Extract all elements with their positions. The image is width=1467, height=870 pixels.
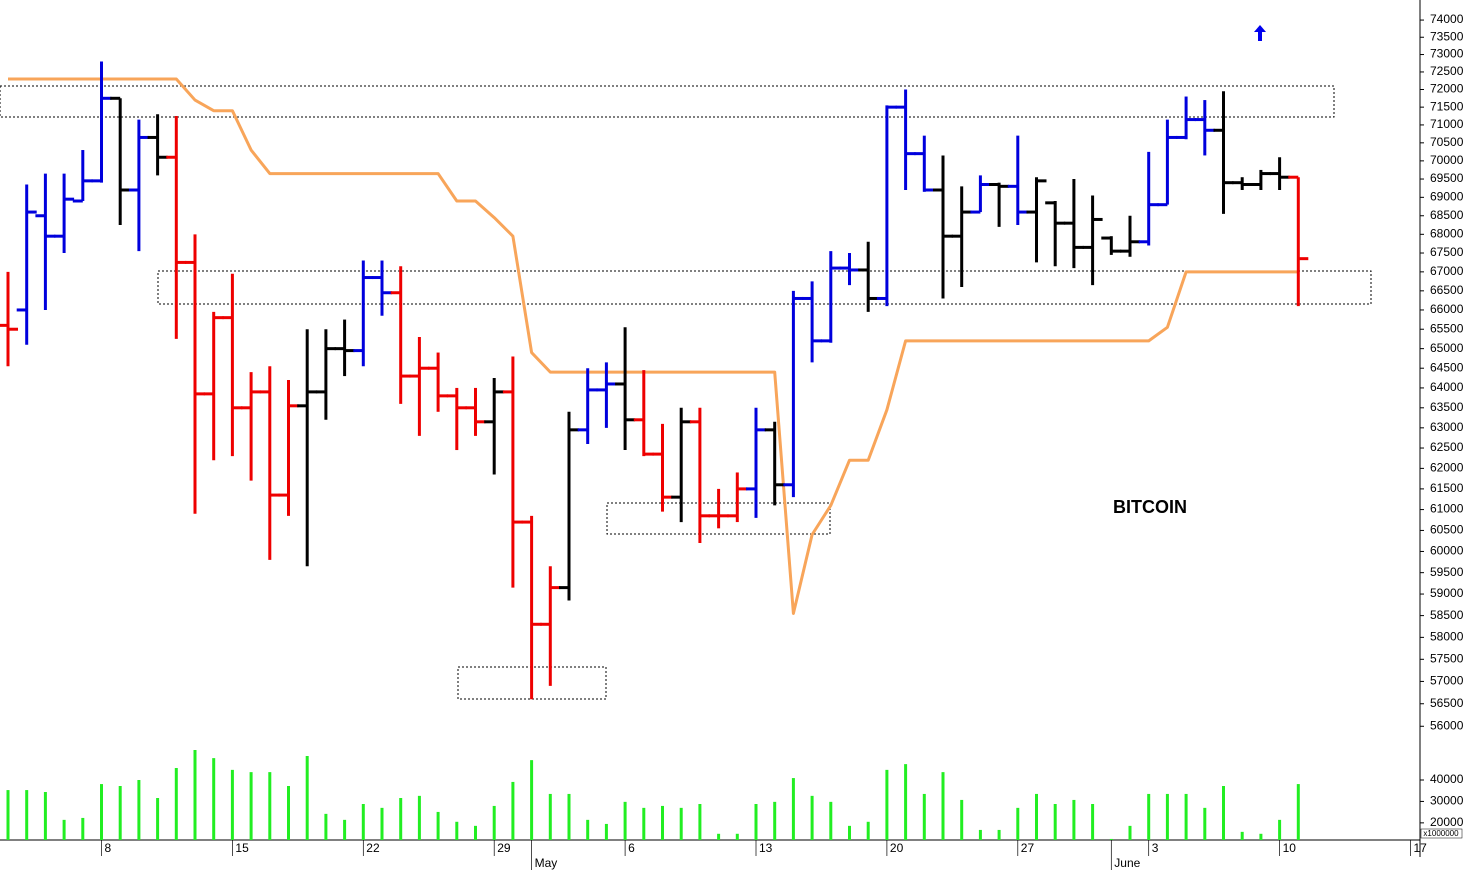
resistance-zone [0,85,1335,118]
stop-line [8,77,1299,615]
x-tick-label: 22 [366,841,380,855]
x-tick-label: 3 [1152,841,1159,855]
y-tick-label: 58500 [1430,608,1464,622]
y-tick-label: 57500 [1430,651,1464,665]
y-tick-label: 72500 [1430,64,1464,78]
y-tick-label: 64500 [1430,360,1464,374]
x-tick-label: 15 [235,841,249,855]
x-tick-label: 10 [1283,841,1297,855]
y-tick-label: 65500 [1430,321,1464,335]
annotation: BITCOIN [1113,497,1187,517]
y-tick-label: 72000 [1430,82,1464,96]
y-tick-label: 71000 [1430,117,1464,131]
support-zone [606,502,831,535]
y-tick-label: 69000 [1430,189,1464,203]
month-label: June [1114,856,1140,870]
y-tick-label: 60500 [1430,523,1464,537]
y-tick-label: 74000 [1430,12,1464,26]
y-tick-label: 63000 [1430,420,1464,434]
y-tick-label: 67500 [1430,245,1464,259]
y-tick-label: 62500 [1430,440,1464,454]
y-tick-label: 62000 [1430,461,1464,475]
y-tick-label: 70500 [1430,135,1464,149]
y-tick-label: 67000 [1430,264,1464,278]
y-tick-label: 66500 [1430,283,1464,297]
y-tick-label: 69500 [1430,171,1464,185]
y-tick-label: 66000 [1430,302,1464,316]
y-tick-label: 56500 [1430,696,1464,710]
y-tick-label: 65000 [1430,341,1464,355]
y-tick-label: 57000 [1430,674,1464,688]
y-tick-label: 61000 [1430,502,1464,516]
y-tick-label: 58000 [1430,630,1464,644]
month-label: May [535,856,558,870]
y-tick-label: 73500 [1430,29,1464,43]
volume-unit: x1000000 [1423,829,1459,838]
y-tick-label: 61500 [1430,481,1464,495]
up-arrow [1254,25,1266,41]
volume-tick-label: 40000 [1430,772,1464,786]
y-tick-label: 71500 [1430,99,1464,113]
y-tick-label: 60000 [1430,544,1464,558]
y-tick-label: 64000 [1430,380,1464,394]
y-tick-label: 56000 [1430,718,1464,732]
volume-tick-label: 30000 [1430,794,1464,808]
x-tick-label: 6 [628,841,635,855]
y-tick-label: 68500 [1430,208,1464,222]
volume-tick-label: 20000 [1430,815,1464,829]
x-tick-label: 20 [890,841,904,855]
y-tick-label: 73000 [1430,47,1464,61]
x-tick-label: 27 [1021,841,1035,855]
y-tick-label: 59000 [1430,586,1464,600]
x-tick-label: 17 [1414,841,1428,855]
support-zone [157,270,1372,305]
y-tick-label: 63500 [1430,400,1464,414]
x-tick-label: 8 [105,841,112,855]
y-tick-label: 68000 [1430,226,1464,240]
y-tick-label: 70000 [1430,153,1464,167]
x-tick-label: 13 [759,841,773,855]
y-tick-label: 59500 [1430,565,1464,579]
x-tick-label: 29 [497,841,511,855]
unit-box [1420,828,1463,839]
